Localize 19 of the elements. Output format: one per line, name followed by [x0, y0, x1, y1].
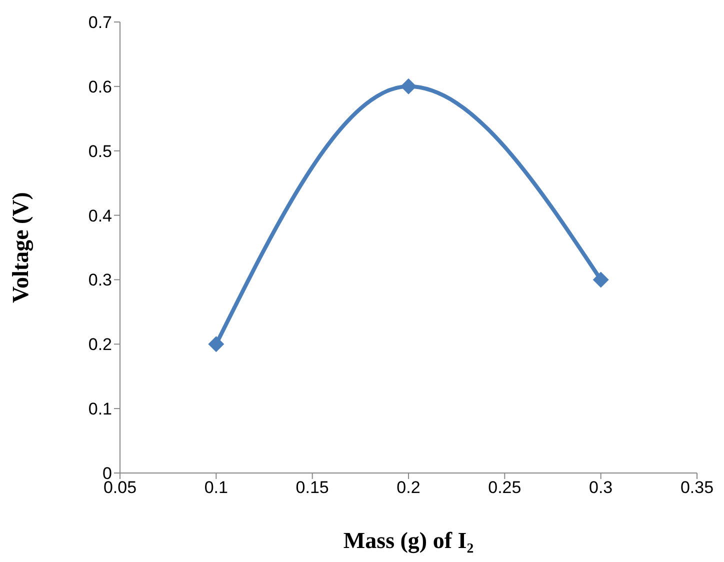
y-tick-label: 0.6	[88, 77, 112, 96]
point	[400, 78, 416, 94]
point	[208, 336, 224, 352]
x-tick-label: 0.1	[204, 478, 228, 498]
y-axis-title: Voltage (V)	[8, 192, 34, 303]
x-tick-label: 0.25	[488, 478, 522, 498]
y-tick-label: 0.3	[88, 270, 112, 290]
y-tick-label: 0.1	[88, 400, 112, 419]
x-tick-label: 0.2	[396, 478, 420, 498]
x-tick-label: 0.35	[680, 478, 714, 498]
y-tick-label: 0.5	[88, 142, 112, 161]
x-tick-label: 0.15	[296, 478, 329, 498]
y-tick-label: 0.2	[88, 335, 112, 354]
y-tick-label: 0.4	[88, 206, 112, 226]
x-axis-title: Mass (g) of I₂	[343, 528, 474, 554]
x-tick-label: 0.05	[103, 478, 137, 498]
point	[592, 272, 609, 288]
x-tick-label: 0.3	[589, 478, 613, 498]
y-tick-label: 0.7	[88, 13, 112, 32]
